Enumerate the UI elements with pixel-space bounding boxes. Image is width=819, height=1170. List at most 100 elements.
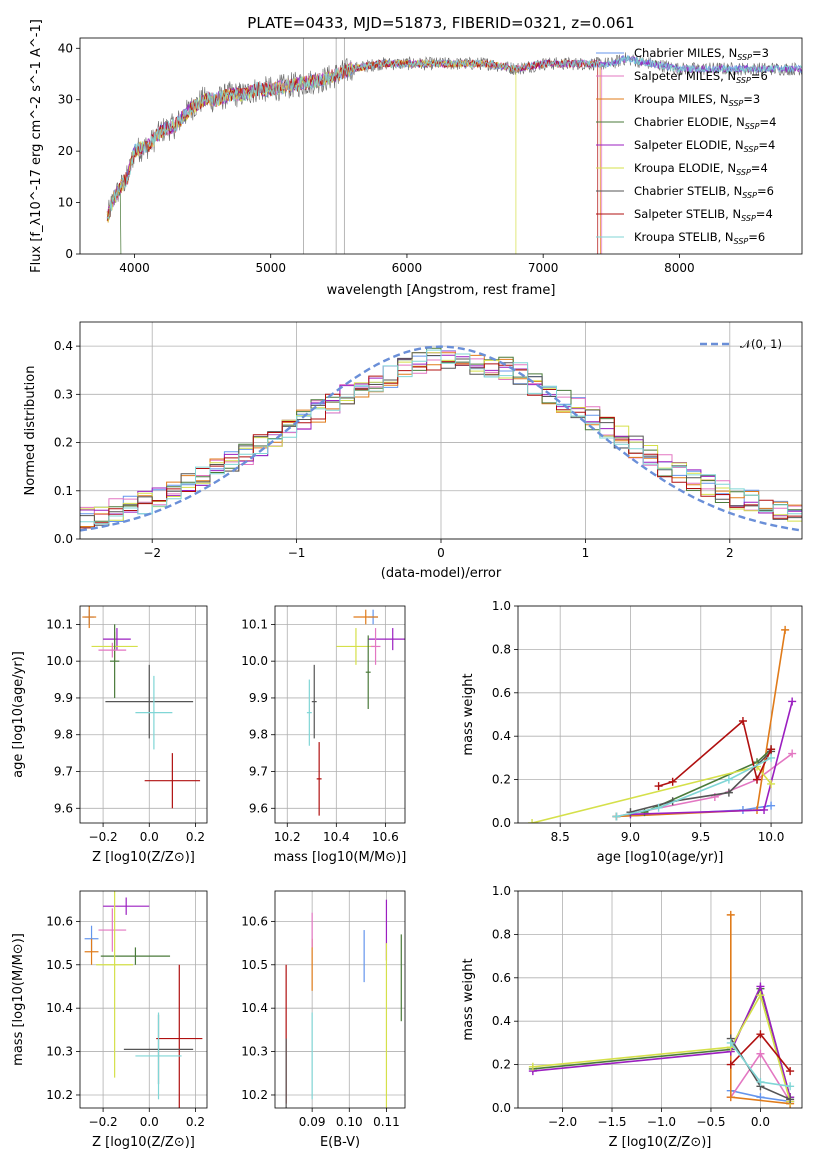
legend-nssp-label: , N: [728, 138, 744, 152]
axes-frame: [274, 890, 406, 1109]
y-tick-label: 40: [58, 41, 73, 55]
legend-nssp-subscript: SSP: [737, 53, 752, 62]
legend-nssp-value: 4: [769, 115, 776, 129]
x-tick-label: 9.0: [621, 830, 640, 844]
x-axis-label: (data-model)/error: [381, 566, 502, 581]
x-tick-label: 1: [582, 546, 590, 560]
errorbar-point: [98, 642, 127, 658]
y-tick-label: 9.7: [54, 765, 73, 779]
x-tick-label: 8000: [664, 261, 695, 275]
legend-label: Kroupa STELIB, NSSP=6: [634, 230, 765, 246]
y-tick-label: 10.2: [241, 1088, 268, 1102]
weight-line: [630, 750, 772, 813]
y-tick-label: 0.4: [54, 339, 73, 353]
errorbar-point: [370, 628, 381, 665]
weight-marker: [767, 801, 776, 810]
legend-nssp-label: , N: [729, 115, 745, 129]
x-tick-label: 0.0: [140, 1115, 159, 1129]
axes-frame: [79, 321, 803, 540]
legend-nssp-subscript: SSP: [742, 191, 757, 200]
legend-series-name: Salpeter ELODIE: [634, 138, 728, 152]
weight-marker: [786, 1082, 795, 1091]
errorbar-point: [103, 897, 150, 915]
y-tick-label: 10.2: [46, 1088, 73, 1102]
legend-label: Kroupa MILES, NSSP=3: [634, 92, 760, 108]
legend-nssp-label: , N: [720, 69, 736, 83]
y-tick-label: 30: [58, 93, 73, 107]
legend-nssp-value: 3: [762, 46, 769, 60]
spectrum-axes: 4000 5000 6000 7000 8000 0 10 20 30 40: [58, 41, 695, 275]
x-tick-label: 2: [726, 546, 734, 560]
legend-nssp-subscript: SSP: [741, 214, 756, 223]
legend-nssp-subscript: SSP: [734, 237, 749, 246]
age-vs-Z-plot-area: [82, 606, 201, 809]
y-tick-label: 0.2: [492, 1058, 511, 1072]
y-tick-label: 10.3: [241, 1045, 268, 1059]
y-tick-label: 0.8: [492, 927, 511, 941]
x-tick-label: 10.4: [323, 830, 350, 844]
y-tick-label: 0.3: [54, 387, 73, 401]
x-tick-label: −0.2: [89, 830, 118, 844]
axes-frame: [79, 890, 208, 1109]
mass-vs-Z-axes: −0.2 0.0 0.2 10.2 10.3 10.4 10.5 10.6: [46, 891, 207, 1129]
weight-marker: [654, 782, 663, 791]
y-tick-label: 10.1: [241, 617, 268, 631]
errorbar-point: [306, 679, 312, 746]
errorbar-point: [100, 947, 171, 965]
errorbar-point: [105, 664, 194, 739]
x-tick-label: 0.09: [299, 1115, 326, 1129]
weight-marker: [760, 805, 769, 814]
x-tick-label: 9.5: [691, 830, 710, 844]
legend-nssp-value: 4: [760, 161, 767, 175]
legend-series-name: Salpeter MILES: [634, 69, 720, 83]
axes-frame: [517, 890, 803, 1109]
y-tick-label: 20: [58, 144, 73, 158]
legend-series-name: Salpeter STELIB: [634, 207, 725, 221]
y-axis-label: mass [log10(M/M⊙)]: [11, 933, 26, 1066]
legend-label: Salpeter MILES, NSSP=6: [634, 69, 768, 85]
legend-series-name: Kroupa STELIB: [634, 230, 718, 244]
weight-marker: [726, 1060, 735, 1069]
legend-series-name: Kroupa ELODIE: [634, 161, 720, 175]
y-axis-label: mass weight: [461, 958, 476, 1040]
legend-nssp-eq: =: [748, 230, 758, 244]
y-tick-label: 0.2: [54, 436, 73, 450]
errorbar-point: [336, 628, 376, 665]
legend-nssp-value: 6: [767, 184, 774, 198]
x-tick-label: −0.5: [696, 1115, 725, 1129]
legend-series-name: Chabrier ELODIE: [634, 115, 729, 129]
legend-nssp-label: , N: [725, 207, 741, 221]
x-tick-label: 10.2: [274, 830, 301, 844]
x-tick-label: −1.0: [647, 1115, 676, 1129]
y-tick-label: 10.4: [241, 1001, 268, 1015]
legend-nssp-value: 6: [760, 69, 767, 83]
weight-line: [532, 984, 791, 1098]
x-tick-label: 0.2: [186, 830, 205, 844]
weight-marker: [724, 788, 733, 797]
legend-nssp-eq: =: [760, 115, 770, 129]
weight-marker: [756, 982, 765, 991]
normal-curve: [80, 345, 802, 532]
weight-marker: [788, 749, 797, 758]
y-tick-label: 9.9: [54, 691, 73, 705]
weight-marker: [756, 991, 765, 1000]
legend-nssp-label: , N: [720, 161, 736, 175]
y-tick-label: 0.6: [492, 686, 511, 700]
errorbar-point: [156, 964, 203, 1108]
x-tick-label: −2: [143, 546, 161, 560]
legend-nssp-value: 3: [753, 92, 760, 106]
errorbar-point: [82, 606, 97, 629]
x-tick-label: 7000: [528, 261, 559, 275]
legend-label: Salpeter ELODIE, NSSP=4: [634, 138, 775, 154]
legend-nssp-label: , N: [718, 230, 734, 244]
legend-nssp-eq: =: [758, 138, 768, 152]
legend-label: Kroupa ELODIE, NSSP=4: [634, 161, 768, 177]
errorbar-point: [96, 891, 134, 1078]
legend-label: Salpeter STELIB, NSSP=4: [634, 207, 773, 223]
errorbar-point: [316, 742, 322, 816]
weight-marker: [767, 753, 776, 762]
y-axis-label: age [log10(age/yr)]: [11, 651, 26, 778]
y-tick-label: 10.5: [241, 958, 268, 972]
errorbar-point: [365, 635, 371, 709]
legend-nssp-eq: =: [752, 46, 762, 60]
